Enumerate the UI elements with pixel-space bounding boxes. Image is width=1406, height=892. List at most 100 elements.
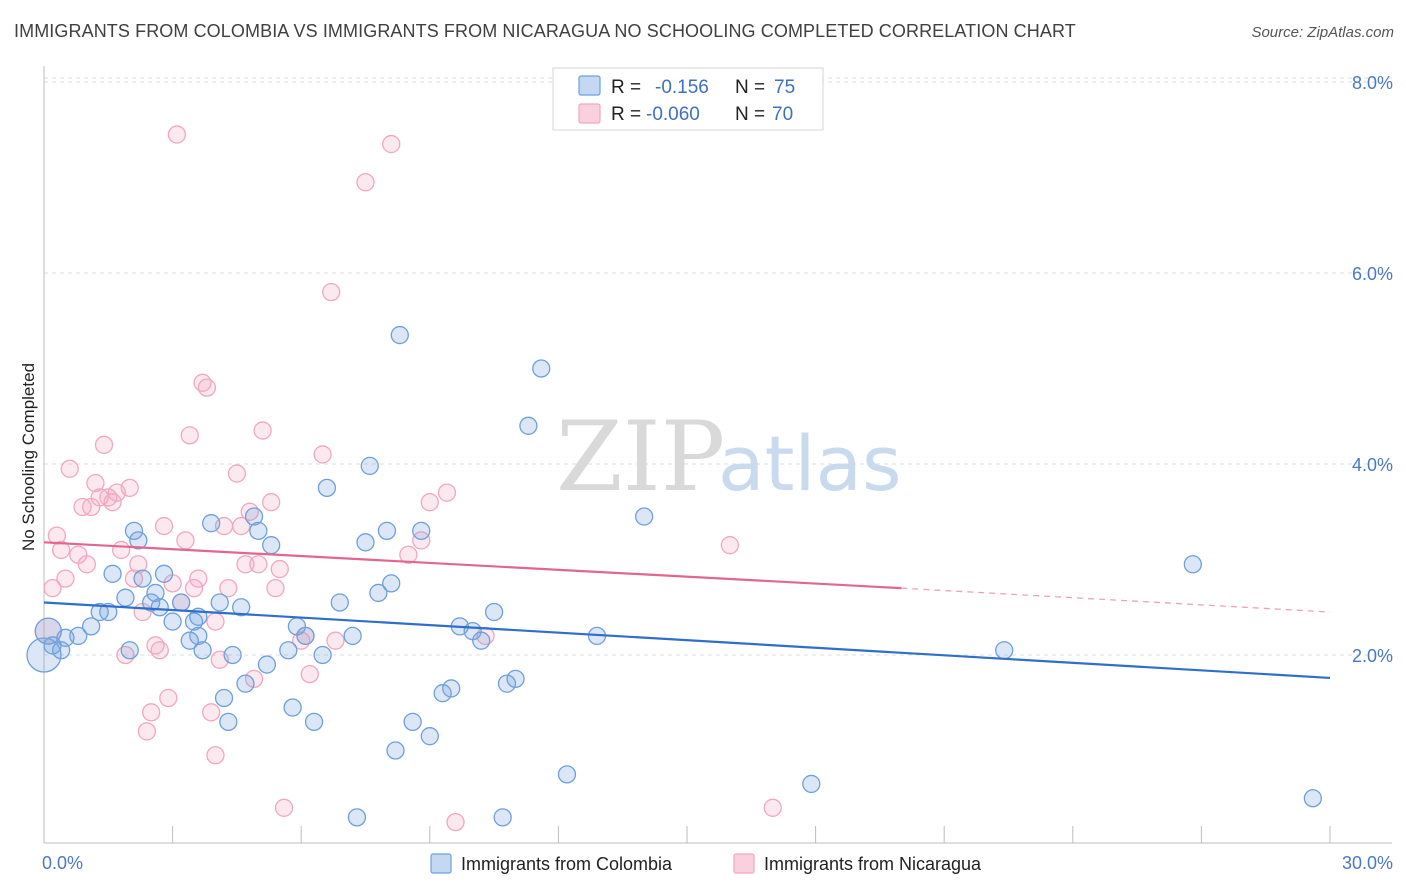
nicaragua-point <box>763 798 782 817</box>
nicaragua-point <box>154 516 174 536</box>
nicaragua-trend-extension <box>901 587 1331 613</box>
nicaragua-point <box>150 641 169 660</box>
colombia-point <box>124 521 144 540</box>
colombia-point <box>129 531 148 550</box>
colombia-point <box>360 456 379 476</box>
colombia-point <box>403 712 422 731</box>
colombia-point <box>497 674 517 693</box>
nicaragua-point <box>274 798 294 817</box>
nicaragua-point <box>167 125 187 144</box>
colombia-point <box>116 588 135 607</box>
colombia-point <box>304 712 324 731</box>
series-colombia <box>26 325 1323 827</box>
nicaragua-point <box>103 493 122 512</box>
colombia-point <box>995 641 1014 660</box>
nicaragua-point <box>202 703 221 722</box>
colombia-point <box>69 626 88 646</box>
colombia-point <box>313 645 332 665</box>
colombia-point <box>412 521 431 540</box>
colombia-point <box>493 808 512 827</box>
x-tick-label-0: 0.0% <box>42 853 83 873</box>
colombia-trend-line <box>43 601 1331 680</box>
colombia-point <box>356 533 375 552</box>
colombia-n-value: 75 <box>774 77 795 98</box>
nicaragua-swatch <box>578 103 601 124</box>
x-tick-label-30: 30.0% <box>1342 853 1393 873</box>
nicaragua-point <box>47 526 67 545</box>
y-tick-label-4: 4.0% <box>1352 455 1393 475</box>
nicaragua-r-value: -0.060 <box>646 104 700 125</box>
nicaragua-point <box>60 459 79 478</box>
nicaragua-point <box>399 545 418 564</box>
colombia-point <box>193 641 212 660</box>
colombia-swatch <box>578 75 601 96</box>
colombia-point <box>343 626 362 646</box>
nicaragua-r-label: R = <box>611 104 641 125</box>
colombia-point <box>163 612 182 631</box>
colombia-point <box>557 765 577 784</box>
nicaragua-point <box>356 173 375 192</box>
nicaragua-point <box>322 282 341 302</box>
stats-legend: R = -0.156 N = 75 R = -0.060 N = 70 <box>552 67 824 131</box>
nicaragua-point <box>120 478 139 498</box>
colombia-point <box>442 679 461 698</box>
nicaragua-point <box>206 746 225 765</box>
colombia-point <box>244 507 264 526</box>
nicaragua-point <box>176 531 195 550</box>
colombia-point <box>1303 789 1323 808</box>
nicaragua-point <box>189 569 208 588</box>
nicaragua-point <box>51 540 71 560</box>
colombia-point <box>232 598 251 617</box>
nicaragua-n-value: 70 <box>772 104 793 125</box>
nicaragua-point <box>129 555 148 574</box>
colombia-point <box>150 598 169 617</box>
series-legend: Immigrants from Colombia Immigrants from… <box>430 853 982 874</box>
nicaragua-point <box>180 426 199 445</box>
nicaragua-point <box>382 134 401 154</box>
watermark-atlas: atlas <box>718 419 902 508</box>
watermark-zip: ZIP <box>556 401 725 513</box>
colombia-point <box>472 631 491 650</box>
legend-colombia-swatch <box>430 853 452 874</box>
colombia-point <box>279 641 298 660</box>
y-tick-label-2: 2.0% <box>1352 646 1393 666</box>
colombia-r-value: -0.156 <box>655 77 709 98</box>
axes <box>43 66 1392 844</box>
colombia-point <box>506 669 525 689</box>
colombia-point <box>484 602 504 622</box>
nicaragua-point <box>249 555 268 574</box>
nicaragua-point <box>219 579 238 598</box>
colombia-point <box>223 645 242 665</box>
nicaragua-point <box>142 703 161 722</box>
nicaragua-point <box>262 493 281 512</box>
colombia-point <box>262 536 281 555</box>
colombia-point <box>317 478 337 498</box>
y-tick-label-8: 8.0% <box>1352 73 1393 93</box>
nicaragua-point <box>77 555 97 574</box>
nicaragua-point <box>206 612 225 631</box>
colombia-point <box>296 626 315 646</box>
legend-nicaragua-swatch <box>733 853 755 874</box>
nicaragua-point <box>159 688 178 708</box>
nicaragua-point <box>446 812 465 832</box>
nicaragua-point <box>313 445 332 464</box>
nicaragua-point <box>227 464 247 483</box>
colombia-point <box>420 727 439 746</box>
colombia-point <box>283 698 302 717</box>
colombia-point <box>386 741 405 760</box>
nicaragua-point <box>197 378 217 397</box>
nicaragua-point <box>94 435 114 455</box>
nicaragua-point <box>232 516 251 536</box>
nicaragua-trend-line <box>43 541 902 590</box>
colombia-point <box>257 655 277 674</box>
nicaragua-point <box>112 540 131 560</box>
colombia-point <box>802 774 821 794</box>
trend-lines <box>43 541 1331 680</box>
legend-nicaragua-label: Immigrants from Nicaragua <box>764 854 982 874</box>
nicaragua-point <box>270 559 289 579</box>
colombia-point <box>82 617 101 636</box>
colombia-point <box>99 602 118 622</box>
colombia-point <box>142 593 161 612</box>
nicaragua-point <box>412 531 431 550</box>
